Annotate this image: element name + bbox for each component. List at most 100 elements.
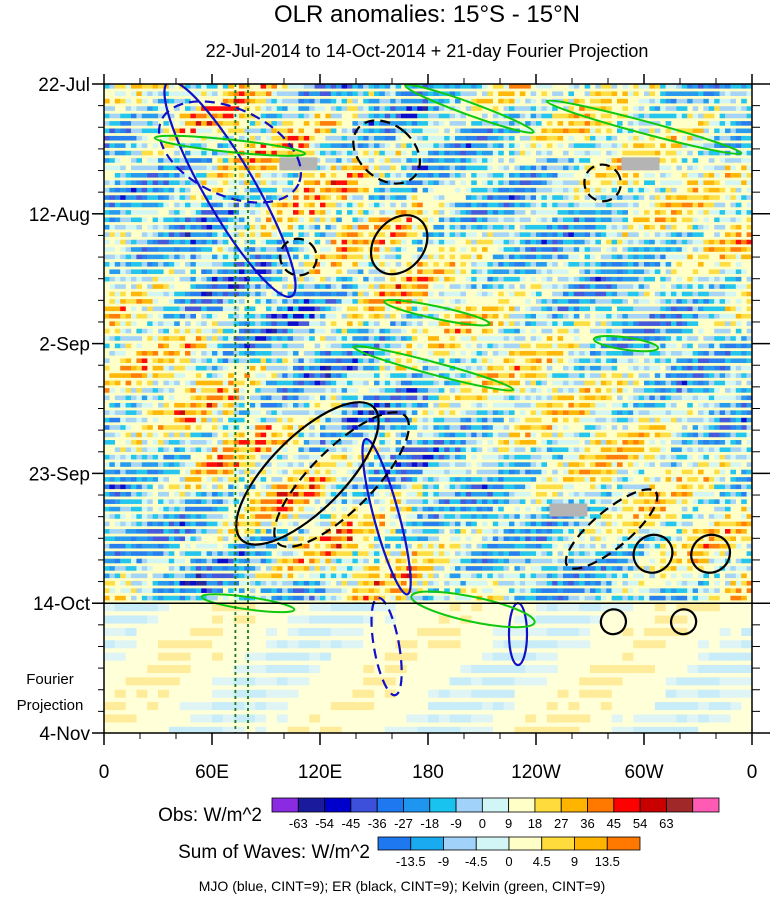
forecast-label-line2: Projection <box>17 697 84 714</box>
x-tick-label-2: 120E <box>298 762 342 783</box>
er-contour-9 <box>599 608 628 636</box>
y-tick-label-2: 2-Sep <box>39 335 90 356</box>
obs-legend-tick-8: 9 <box>505 816 512 831</box>
waves-legend-box-5 <box>541 836 575 851</box>
obs-legend-tick-12: 45 <box>607 816 621 831</box>
x-tick-label-0: 0 <box>99 762 110 783</box>
waves-legend-label: Sum of Waves: W/m^2 <box>178 842 370 863</box>
kelvin-contour-21 <box>410 590 536 629</box>
obs-legend-tick-10: 27 <box>554 816 568 831</box>
obs-legend-tick-11: 36 <box>580 816 594 831</box>
er-contour-6 <box>369 214 429 276</box>
obs-legend-tick-5: -18 <box>420 816 439 831</box>
mjo-contour-1 <box>361 437 412 596</box>
er-contour-5 <box>235 401 380 546</box>
y-tick-label-5: 4-Nov <box>39 724 90 745</box>
field-cells <box>104 84 752 601</box>
er-contour-10 <box>669 608 698 636</box>
obs-legend-label: Obs: W/m^2 <box>158 805 262 826</box>
y-tick-label-4: 14-Oct <box>33 594 91 615</box>
obs-legend-box-9 <box>508 797 536 813</box>
er-contour-8 <box>690 533 732 574</box>
missing-data-box-0 <box>279 157 318 171</box>
waves-legend-tick-3: 0 <box>505 854 512 869</box>
obs-legend-tick-6: -9 <box>450 816 462 831</box>
obs-legend-box-7 <box>455 797 483 813</box>
waves-legend: -13.5 -9 -4.5 0 4.5 9 13.5 <box>377 836 641 869</box>
mjo-contour-4 <box>370 596 403 697</box>
obs-legend-tick-4: -27 <box>394 816 413 831</box>
forecast-region <box>104 603 752 733</box>
er-contour-15 <box>279 237 318 277</box>
waves-legend-tick-2: -4.5 <box>465 854 487 869</box>
obs-legend-box-12 <box>587 797 615 813</box>
x-tick-label-5: 60W <box>624 762 663 783</box>
obs-legend-box-3 <box>350 797 378 813</box>
anomaly-field <box>104 84 752 733</box>
obs-legend-tick-3: -36 <box>368 816 387 831</box>
obs-legend-box-11 <box>560 797 588 813</box>
obs-legend-tick-1: -54 <box>315 816 334 831</box>
y-tick-label-0: 22-Jul <box>38 75 90 96</box>
waves-legend-tick-4: 4.5 <box>533 854 551 869</box>
chart-title: OLR anomalies: 15°S - 15°N <box>274 1 580 28</box>
waves-legend-box-7 <box>606 836 641 851</box>
mjo-contour-3 <box>157 100 303 204</box>
forecast-label-line1: Fourier <box>26 671 74 688</box>
obs-legend-tick-9: 18 <box>528 816 542 831</box>
obs-legend-box-8 <box>481 797 510 813</box>
reference-lines <box>234 84 249 733</box>
missing-data-box-1 <box>621 157 660 171</box>
chart-subtitle: 22-Jul-2014 to 14-Oct-2014 + 21-day Four… <box>206 41 649 61</box>
x-tick-label-6: 0 <box>747 762 758 783</box>
obs-legend-box-14 <box>639 797 667 813</box>
waves-legend-box-1 <box>410 836 444 851</box>
axes: 0 60E 120E 180 120W 60W 0 22-Jul 12-Aug 2-Sep 23-S… <box>29 74 770 783</box>
waves-legend-box-3 <box>475 836 510 851</box>
missing-data-box-2 <box>549 503 588 517</box>
kelvin-contour-20 <box>592 334 660 353</box>
kelvin-contour-17 <box>352 345 515 392</box>
obs-legend-tick-0: -63 <box>289 816 308 831</box>
er-contour-14 <box>564 488 659 570</box>
obs-legend-tick-13: 54 <box>633 816 647 831</box>
waves-legend-tick-1: -9 <box>438 854 450 869</box>
waves-legend-box-4 <box>508 836 543 851</box>
y-tick-label-1: 12-Aug <box>29 205 90 226</box>
er-contour-13 <box>583 163 622 203</box>
waves-legend-tick-6: 13.5 <box>595 854 620 869</box>
footnote: MJO (blue, CINT=9); ER (black, CINT=9); … <box>199 878 606 894</box>
obs-legend-box-0 <box>271 797 299 813</box>
kelvin-contour-19 <box>545 99 743 156</box>
waves-legend-tick-5: 9 <box>571 854 578 869</box>
obs-legend-box-6 <box>429 797 457 813</box>
obs-legend-tick-2: -45 <box>341 816 360 831</box>
mjo-contour-0 <box>163 84 297 298</box>
kelvin-contour-18 <box>383 298 491 327</box>
obs-legend-box-13 <box>613 797 641 813</box>
waves-legend-box-2 <box>443 836 477 851</box>
obs-legend-box-15 <box>666 797 694 813</box>
er-contour-12 <box>352 119 421 185</box>
waves-legend-tick-0: -13.5 <box>396 854 426 869</box>
obs-legend-box-4 <box>376 797 404 813</box>
obs-legend-tick-14: 63 <box>659 816 673 831</box>
kelvin-contour-23 <box>153 134 307 157</box>
y-tick-label-3: 23-Sep <box>29 464 90 485</box>
obs-legend: -63 -54 -45 -36 -27 -18 -9 0 9 18 27 36 45 54 63 <box>271 797 720 831</box>
er-contour-11 <box>273 411 410 548</box>
obs-legend-box-16 <box>692 797 720 813</box>
obs-legend-box-2 <box>324 797 352 813</box>
waves-legend-box-0 <box>377 836 412 851</box>
obs-legend-box-5 <box>403 797 431 813</box>
obs-legend-box-1 <box>297 797 325 813</box>
kelvin-contour-16 <box>404 84 535 134</box>
er-contour-7 <box>632 533 674 574</box>
waves-legend-box-6 <box>574 836 608 851</box>
x-tick-label-4: 120W <box>511 762 561 783</box>
x-tick-label-1: 60E <box>195 762 229 783</box>
wave-contours <box>153 84 743 697</box>
obs-legend-box-10 <box>534 797 562 813</box>
kelvin-contour-22 <box>200 593 296 614</box>
